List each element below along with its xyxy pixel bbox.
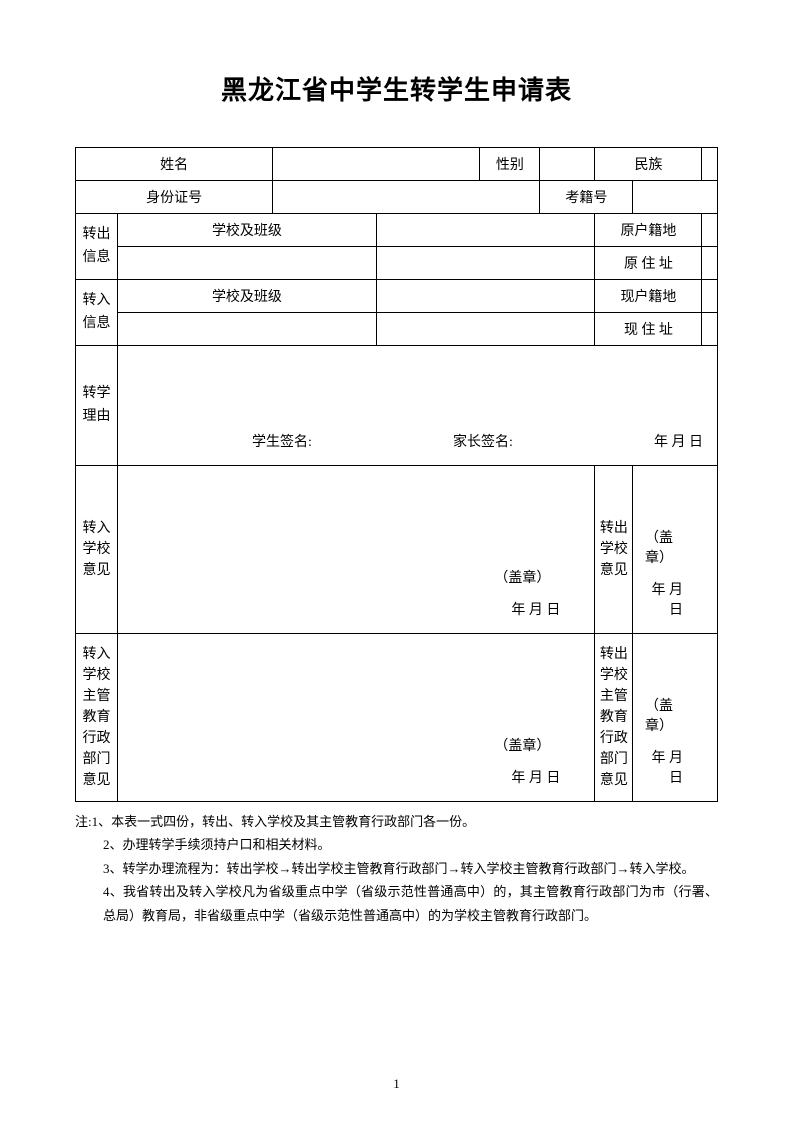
reason-row: 转学理由 学生签名: 家长签名: 年 月 日 bbox=[76, 346, 718, 466]
transfer-out-row-1: 转出信息 学校及班级 原户籍地 bbox=[76, 214, 718, 247]
label-ethnicity: 民族 bbox=[595, 148, 702, 181]
field-orig-address[interactable] bbox=[702, 247, 718, 280]
field-gender[interactable] bbox=[540, 148, 595, 181]
out-dept-opinion-text: 转出学校主管教育行政部门意见 bbox=[600, 647, 628, 788]
label-orig-hukou: 原户籍地 bbox=[595, 214, 702, 247]
field-in-blank[interactable] bbox=[376, 313, 595, 346]
field-orig-hukou[interactable] bbox=[702, 214, 718, 247]
student-sign-label: 学生签名: bbox=[252, 431, 312, 451]
note-2: 2、办理转学手续须持户口和相关材料。 bbox=[75, 833, 718, 856]
label-out-school-class: 学校及班级 bbox=[118, 214, 377, 247]
note-1: 注:1、本表一式四份，转出、转入学校及其主管教育行政部门各一份。 bbox=[75, 810, 718, 833]
field-out-school-opinion[interactable]: （盖章） 年 月 日 bbox=[633, 466, 718, 634]
note-4: 4、我省转出及转入学校凡为省级重点中学（省级示范性普通高中）的，其主管教育行政部… bbox=[75, 880, 718, 927]
dept-opinion-row: 转入学校主管教育行政部门意见 （盖章） 年 月 日 转出学校主管教育行政部门意见… bbox=[76, 634, 718, 802]
in-dept-stamp: （盖章） bbox=[122, 735, 570, 755]
school-opinion-row: 转入学校意见 （盖章） 年 月 日 转出学校意见 （盖章） 年 月 日 bbox=[76, 466, 718, 634]
out-school-opinion-text: 转出学校意见 bbox=[600, 521, 628, 578]
out-dept-date: 年 月 日 bbox=[637, 747, 693, 787]
label-gender: 性别 bbox=[480, 148, 540, 181]
label-transfer-out-text: 转出信息 bbox=[83, 227, 111, 264]
label-reason-text: 转学理由 bbox=[83, 386, 111, 423]
in-school-date: 年 月 日 bbox=[122, 599, 570, 619]
label-curr-address: 现 住 址 bbox=[595, 313, 702, 346]
label-out-dept-opinion: 转出学校主管教育行政部门意见 bbox=[595, 634, 633, 802]
label-orig-address: 原 住 址 bbox=[595, 247, 702, 280]
label-name: 姓名 bbox=[76, 148, 273, 181]
in-dept-date: 年 月 日 bbox=[122, 767, 570, 787]
field-out-school-class[interactable] bbox=[376, 214, 595, 247]
label-in-dept-opinion: 转入学校主管教育行政部门意见 bbox=[76, 634, 118, 802]
label-curr-hukou: 现户籍地 bbox=[595, 280, 702, 313]
field-in-school-class[interactable] bbox=[376, 280, 595, 313]
field-curr-address[interactable] bbox=[702, 313, 718, 346]
field-out-dept-opinion[interactable]: （盖章） 年 月 日 bbox=[633, 634, 718, 802]
out-school-stamp: （盖章） bbox=[637, 527, 693, 567]
transfer-in-row-2: 现 住 址 bbox=[76, 313, 718, 346]
basic-info-row: 姓名 性别 民族 bbox=[76, 148, 718, 181]
label-in-school-opinion: 转入学校意见 bbox=[76, 466, 118, 634]
field-out-school-class-2[interactable] bbox=[118, 247, 377, 280]
field-in-school-opinion[interactable]: （盖章） 年 月 日 bbox=[118, 466, 595, 634]
transfer-in-row-1: 转入信息 学校及班级 现户籍地 bbox=[76, 280, 718, 313]
label-in-school-class: 学校及班级 bbox=[118, 280, 377, 313]
out-school-date: 年 月 日 bbox=[637, 579, 693, 619]
field-out-blank[interactable] bbox=[376, 247, 595, 280]
field-in-school-class-2[interactable] bbox=[118, 313, 377, 346]
field-curr-hukou[interactable] bbox=[702, 280, 718, 313]
notes-section: 注:1、本表一式四份，转出、转入学校及其主管教育行政部门各一份。 2、办理转学手… bbox=[75, 810, 718, 927]
form-title: 黑龙江省中学生转学生申请表 bbox=[75, 70, 718, 107]
application-form-table: 姓名 性别 民族 身份证号 考籍号 转出信息 学校及班级 原户籍地 原 住 址 … bbox=[75, 147, 718, 802]
parent-sign-label: 家长签名: bbox=[453, 431, 513, 451]
field-reason[interactable]: 学生签名: 家长签名: 年 月 日 bbox=[118, 346, 718, 466]
reason-date: 年 月 日 bbox=[654, 431, 703, 451]
transfer-out-row-2: 原 住 址 bbox=[76, 247, 718, 280]
field-in-dept-opinion[interactable]: （盖章） 年 月 日 bbox=[118, 634, 595, 802]
note-3: 3、转学办理流程为：转出学校→转出学校主管教育行政部门→转入学校主管教育行政部门… bbox=[75, 857, 718, 880]
label-transfer-out: 转出信息 bbox=[76, 214, 118, 280]
label-transfer-in-text: 转入信息 bbox=[83, 293, 111, 330]
in-school-stamp: （盖章） bbox=[122, 567, 570, 587]
field-ethnicity[interactable] bbox=[702, 148, 718, 181]
field-id-number[interactable] bbox=[273, 181, 540, 214]
page-number: 1 bbox=[0, 1076, 793, 1092]
label-transfer-in: 转入信息 bbox=[76, 280, 118, 346]
label-id-number: 身份证号 bbox=[76, 181, 273, 214]
label-out-school-opinion: 转出学校意见 bbox=[595, 466, 633, 634]
label-reason: 转学理由 bbox=[76, 346, 118, 466]
field-exam-number[interactable] bbox=[633, 181, 718, 214]
field-name[interactable] bbox=[273, 148, 480, 181]
in-dept-opinion-text: 转入学校主管教育行政部门意见 bbox=[83, 647, 111, 788]
label-exam-number: 考籍号 bbox=[540, 181, 633, 214]
in-school-opinion-text: 转入学校意见 bbox=[83, 521, 111, 578]
id-row: 身份证号 考籍号 bbox=[76, 181, 718, 214]
out-dept-stamp: （盖章） bbox=[637, 695, 693, 735]
